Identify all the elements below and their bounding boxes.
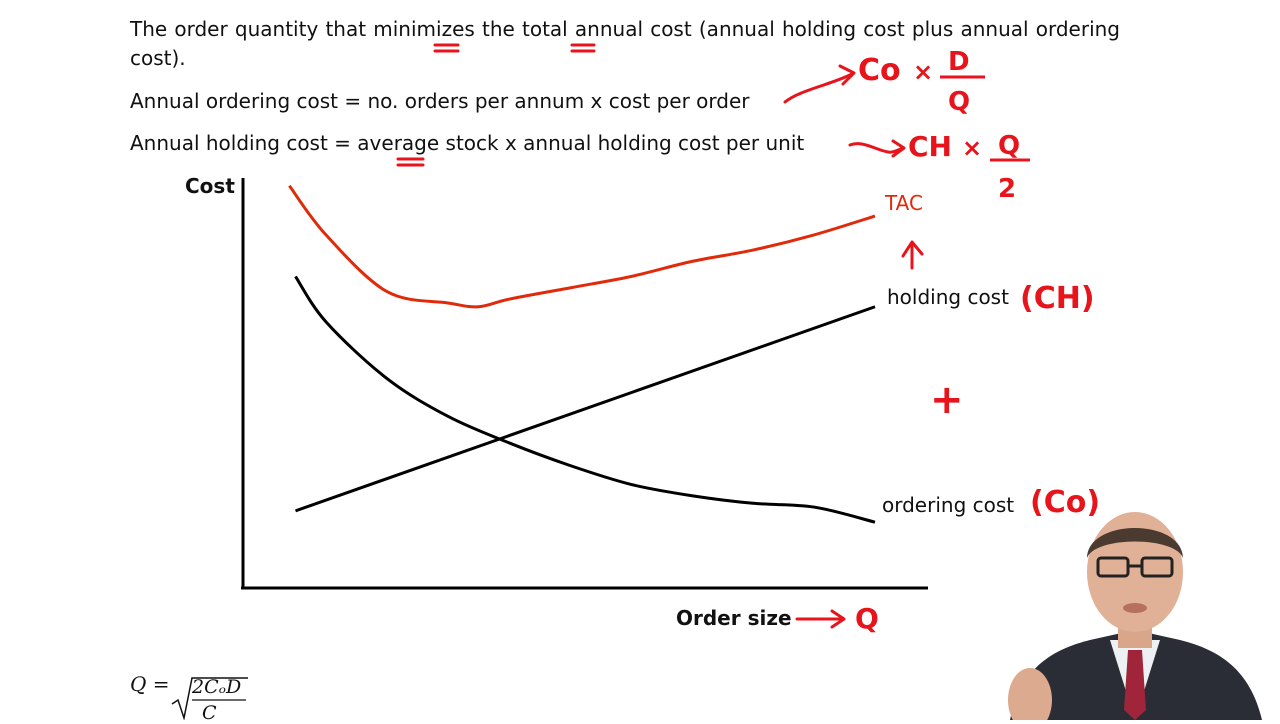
ordering-cost-label: ordering cost xyxy=(882,493,1014,517)
two-denominator: 2 xyxy=(998,174,1016,204)
ordering-symbol-annotation: (Co) xyxy=(1030,485,1100,520)
holding-symbol-annotation: (CH) xyxy=(1020,281,1095,316)
q-numerator: Q xyxy=(998,131,1020,161)
y-axis-label: Cost xyxy=(185,174,235,198)
tac-curve xyxy=(288,184,876,309)
ordering-formula-annotation: Co × D Q xyxy=(858,47,985,117)
holding-cost-line xyxy=(295,305,876,513)
d-symbol: D xyxy=(948,47,970,77)
axes xyxy=(241,178,928,590)
plus-annotation: + xyxy=(930,377,964,423)
q-annotation: Q xyxy=(855,602,879,635)
ch-symbol: CH xyxy=(908,130,952,163)
ink-underlines xyxy=(396,43,596,167)
formula-lhs: Q = xyxy=(130,672,170,696)
sqrt-sign xyxy=(171,677,248,720)
formula-numerator: 2CₒD xyxy=(192,676,242,698)
ink-arrows xyxy=(783,64,924,629)
holding-arrow xyxy=(848,142,905,154)
holding-formula-annotation: CH × Q 2 xyxy=(908,130,1030,204)
q-denominator: Q xyxy=(948,87,970,117)
presenter-image xyxy=(1008,512,1262,720)
ordering-cost-definition: Annual ordering cost = no. orders per an… xyxy=(130,89,750,113)
co-symbol: Co xyxy=(858,53,901,88)
formula-denominator: C xyxy=(202,702,217,724)
eoq-formula: Q = 2CₒD C xyxy=(130,672,248,724)
times-symbol-2: × xyxy=(962,134,982,162)
holding-cost-definition: Annual holding cost = average stock x an… xyxy=(130,131,805,155)
tac-label: TAC xyxy=(884,191,923,215)
times-symbol: × xyxy=(913,58,933,86)
x-axis-label: Order size xyxy=(676,606,792,630)
ordering-cost-curve xyxy=(294,275,876,524)
holding-cost-label: holding cost xyxy=(887,285,1009,309)
intro-text: The order quantity that minimizes the to… xyxy=(130,17,1120,70)
ordering-arrow xyxy=(783,72,854,104)
